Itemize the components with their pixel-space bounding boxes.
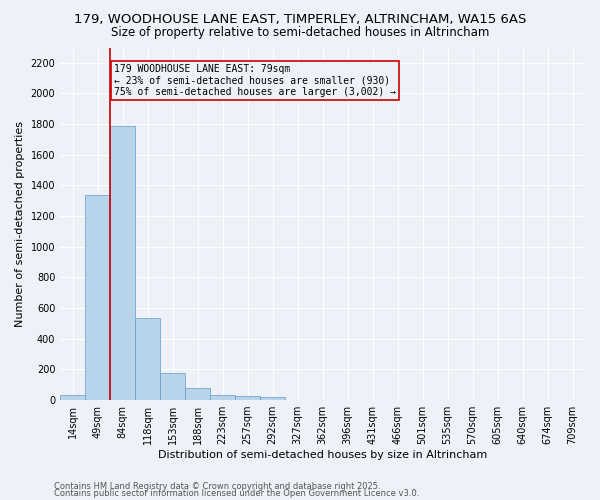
Bar xyxy=(160,374,185,400)
Y-axis label: Number of semi-detached properties: Number of semi-detached properties xyxy=(15,121,25,327)
Bar xyxy=(135,318,160,400)
Bar xyxy=(260,396,285,400)
Text: Contains public sector information licensed under the Open Government Licence v3: Contains public sector information licen… xyxy=(54,490,419,498)
Bar xyxy=(110,126,135,400)
Bar xyxy=(60,396,85,400)
Text: Contains HM Land Registry data © Crown copyright and database right 2025.: Contains HM Land Registry data © Crown c… xyxy=(54,482,380,491)
Text: 179, WOODHOUSE LANE EAST, TIMPERLEY, ALTRINCHAM, WA15 6AS: 179, WOODHOUSE LANE EAST, TIMPERLEY, ALT… xyxy=(74,12,526,26)
Bar xyxy=(185,388,210,400)
Text: Size of property relative to semi-detached houses in Altrincham: Size of property relative to semi-detach… xyxy=(111,26,489,39)
Text: 179 WOODHOUSE LANE EAST: 79sqm
← 23% of semi-detached houses are smaller (930)
7: 179 WOODHOUSE LANE EAST: 79sqm ← 23% of … xyxy=(114,64,396,97)
Bar xyxy=(85,194,110,400)
Bar xyxy=(210,394,235,400)
Bar xyxy=(235,396,260,400)
X-axis label: Distribution of semi-detached houses by size in Altrincham: Distribution of semi-detached houses by … xyxy=(158,450,487,460)
